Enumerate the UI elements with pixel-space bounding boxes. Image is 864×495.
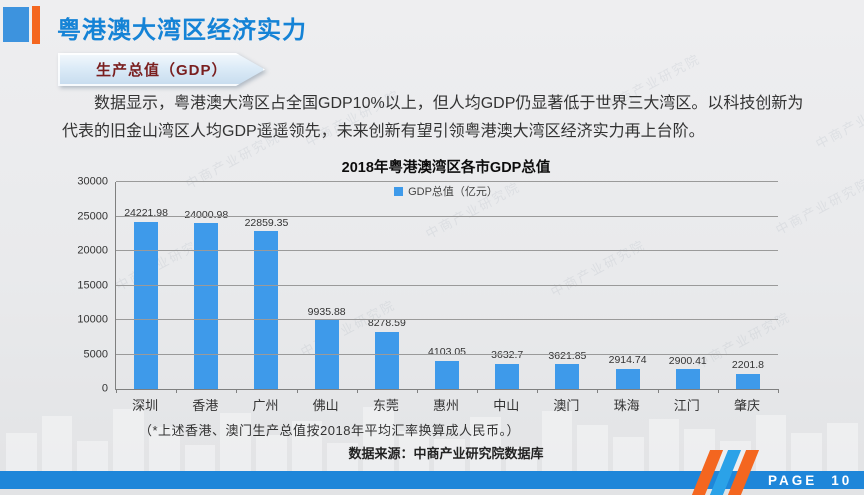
bar-slot: 8278.59 xyxy=(357,182,417,389)
x-axis-category-label: 香港 xyxy=(192,398,219,413)
y-axis-tick-label: 20000 xyxy=(77,244,108,257)
gridline xyxy=(116,353,778,355)
bar-slot: 2914.74 xyxy=(598,182,658,389)
bar-东莞 xyxy=(374,331,399,389)
gridline xyxy=(116,284,778,286)
bar-value-label: 22859.35 xyxy=(244,216,289,229)
skyline-block xyxy=(791,433,823,471)
gridline xyxy=(116,181,778,182)
x-axis-tick xyxy=(416,389,418,393)
bar-slot: 24000.98 xyxy=(176,182,236,389)
x-axis-tick xyxy=(537,389,539,393)
bar-value-label: 24221.98 xyxy=(124,207,168,220)
y-axis-tick-label: 15000 xyxy=(77,279,108,291)
gridline xyxy=(116,250,778,252)
chart-title: 2018年粤港澳湾区各市GDP总值 xyxy=(341,160,551,176)
y-axis-tick-label: 25000 xyxy=(77,210,108,222)
y-axis-tick-label: 10000 xyxy=(77,313,108,326)
x-axis-tick xyxy=(477,389,479,393)
x-axis-category-label: 佛山 xyxy=(312,398,339,413)
x-axis-tick xyxy=(116,389,117,393)
bar-深圳 xyxy=(134,221,159,389)
x-axis-tick xyxy=(657,389,659,393)
bar-slot: 4103.05 xyxy=(417,182,477,389)
page-number: PAGE 10 xyxy=(768,473,852,488)
x-axis-category-label: 深圳 xyxy=(132,398,159,413)
skyline-block xyxy=(41,416,73,471)
legend-swatch-icon xyxy=(394,186,404,196)
bar-slot: 2201.8 xyxy=(718,182,778,389)
x-axis-category-label: 广州 xyxy=(252,398,279,413)
header-accent-square xyxy=(3,7,29,42)
x-axis-tick xyxy=(717,389,719,393)
x-axis-tick xyxy=(296,389,298,393)
bar-value-label: 2900.41 xyxy=(668,354,707,367)
skyline-block xyxy=(77,441,109,471)
x-labels: 深圳 香港 广州 佛山 东莞 惠州 中山 澳门 珠海 江门 肇庆 xyxy=(115,395,777,414)
x-axis-category-label: 中山 xyxy=(493,398,520,413)
x-axis-tick xyxy=(176,389,178,393)
x-axis-tick xyxy=(356,389,358,393)
bar-slot: 3632.7 xyxy=(477,182,537,389)
header-accent-bar xyxy=(32,6,40,44)
x-axis-tick xyxy=(597,389,599,393)
x-axis-tick xyxy=(236,389,238,393)
bar-slot: 22859.35 xyxy=(236,182,296,389)
bar-江门 xyxy=(675,369,700,389)
section-ribbon-shape: 生产总值（GDP） xyxy=(58,53,265,86)
bar-value-label: 8278.59 xyxy=(367,317,406,330)
bar-value-label: 2201.8 xyxy=(731,359,765,372)
gridline xyxy=(116,319,778,321)
footer-bar xyxy=(0,471,864,489)
bar-slot: 24221.98 xyxy=(116,182,176,389)
gridline xyxy=(116,215,778,217)
x-axis-category-label: 惠州 xyxy=(433,398,460,413)
plot-area: 24221.98 24000.98 22859.35 9935.88 8278.59 41… xyxy=(77,176,779,394)
data-source: 数据来源：中商产业研究院数据库 xyxy=(348,446,544,461)
x-axis-category-label: 珠海 xyxy=(613,398,640,413)
bar-value-label: 3621.85 xyxy=(548,349,587,362)
bars: 24221.98 24000.98 22859.35 9935.88 8278.59 41… xyxy=(116,182,778,389)
bar-珠海 xyxy=(615,368,640,389)
bar-value-label: 24000.98 xyxy=(184,210,228,221)
bar-肇庆 xyxy=(735,373,760,389)
skyline-block xyxy=(6,433,37,471)
x-axis-category-label: 澳门 xyxy=(553,398,580,413)
bar-澳门 xyxy=(555,364,580,389)
section-ribbon: 生产总值（GDP） xyxy=(58,53,265,86)
bar-value-label: 9935.88 xyxy=(307,305,346,318)
y-axis-tick-label: 0 xyxy=(101,382,108,395)
x-axis-category-label: 江门 xyxy=(673,398,700,413)
legend-label: GDP总值（亿元） xyxy=(408,186,498,198)
bar-value-label: 3632.7 xyxy=(491,349,524,362)
y-axis-tick-label: 30000 xyxy=(77,175,108,188)
x-axis-category-label: 东莞 xyxy=(372,398,399,413)
watermark: 中商产业研究院 xyxy=(813,89,864,152)
bar-slot: 3621.85 xyxy=(537,182,597,389)
skyline-block xyxy=(827,423,858,471)
bar-佛山 xyxy=(314,320,339,389)
x-axis-category-label: 肇庆 xyxy=(733,398,760,413)
bar-香港 xyxy=(194,223,219,389)
watermark: 中商产业研究院 xyxy=(773,175,864,238)
x-axis-tick xyxy=(778,389,779,393)
bar-slot: 2900.41 xyxy=(658,182,718,389)
bar-中山 xyxy=(495,363,520,389)
chart-footnote: （*上述香港、澳门生产总值按2018年平均汇率换算成人民币。） xyxy=(139,423,520,438)
bar-惠州 xyxy=(435,360,460,389)
chart-legend: GDP总值（亿元） xyxy=(115,183,777,199)
section-label: 生产总值（GDP） xyxy=(96,62,228,79)
page-title: 粤港澳大湾区经济实力 xyxy=(57,17,307,44)
bar-广州 xyxy=(254,231,279,389)
page-label: PAGE xyxy=(768,473,818,488)
bar-value-label: 2914.74 xyxy=(608,354,647,367)
skyline-block xyxy=(541,411,573,471)
page-number-value: 10 xyxy=(831,473,853,488)
body-paragraph: 数据显示，粤港澳大湾区占全国GDP10%以上，但人均GDP仍显著低于世界三大湾区… xyxy=(62,95,804,140)
bar-slot: 9935.88 xyxy=(297,182,357,389)
y-axis-tick-label: 5000 xyxy=(83,348,108,361)
bar-value-label: 4103.05 xyxy=(428,346,467,359)
